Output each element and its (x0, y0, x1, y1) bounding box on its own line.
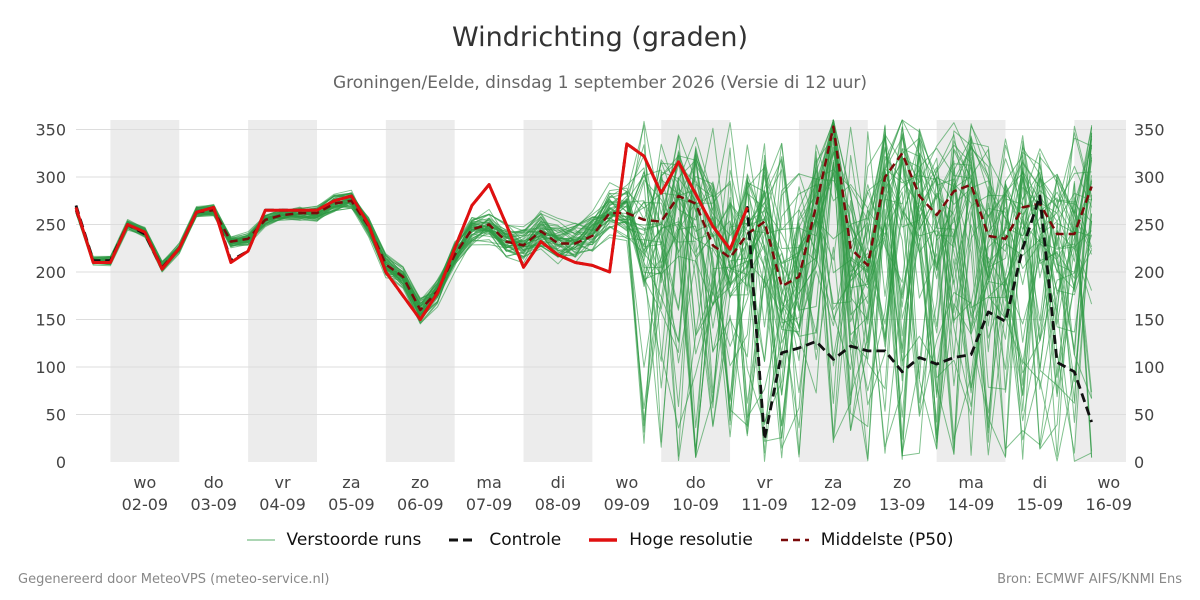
y-tick-label: 150 (1134, 311, 1165, 330)
x-tick-date: 03-09 (190, 495, 237, 514)
ensemble-member-line (75, 119, 1093, 457)
x-tick-day: wo (615, 473, 638, 492)
x-tick-day: ma (958, 473, 983, 492)
day-band (523, 120, 593, 462)
legend-swatch-ensemble (246, 539, 275, 541)
day-band (1074, 120, 1126, 462)
x-tick-date: 09-09 (604, 495, 651, 514)
legend-label-control: Controle (489, 530, 562, 550)
x-tick-day: wo (1097, 473, 1120, 492)
y-tick-label: 200 (35, 263, 66, 282)
x-tick-date: 10-09 (672, 495, 719, 514)
x-tick-date: 13-09 (879, 495, 926, 514)
x-tick-day: za (824, 473, 842, 492)
legend-label-ensemble: Verstoorde runs (286, 530, 422, 550)
x-tick-date: 07-09 (466, 495, 513, 514)
footer-generated-by: Gegenereerd door MeteoVPS (meteo-service… (18, 572, 330, 587)
day-band (110, 120, 180, 462)
ensemble-member-line (75, 119, 1093, 390)
legend-swatch-median (780, 538, 809, 542)
x-tick-date: 12-09 (810, 495, 857, 514)
x-tick-date: 14-09 (948, 495, 995, 514)
y-tick-label: 200 (1134, 263, 1165, 282)
x-tick-day: do (686, 473, 706, 492)
y-tick-label: 100 (35, 358, 66, 377)
x-tick-day: di (551, 473, 566, 492)
chart-title: Windrichting (graden) (451, 22, 749, 53)
x-tick-date: 15-09 (1017, 495, 1064, 514)
x-tick-date: 02-09 (122, 495, 169, 514)
x-tick-day: do (204, 473, 224, 492)
ensemble-member-line (75, 139, 1093, 452)
legend: Verstoorde runs Controle Hoge resolutie … (0, 530, 1200, 550)
y-tick-label: 300 (35, 168, 66, 187)
x-tick-date: 16-09 (1086, 495, 1133, 514)
ensemble-member-line (75, 123, 1093, 455)
y-axis-right: 0 50 100 150 200 250 300 350 (1134, 121, 1165, 473)
legend-swatch-control (449, 538, 478, 542)
x-tick-day: vr (757, 473, 773, 492)
x-tick-day: ma (476, 473, 501, 492)
y-tick-label: 0 (1134, 453, 1144, 472)
x-tick-date: 04-09 (259, 495, 306, 514)
x-tick-day: vr (275, 473, 291, 492)
x-axis: wo 02-09 do 03-09 vr 04-09 za 05-09 zo 06-09 ma 07-… (122, 473, 1132, 514)
legend-label-hires: Hoge resolutie (629, 530, 753, 550)
y-tick-label: 50 (1134, 406, 1154, 425)
x-tick-date: 08-09 (535, 495, 582, 514)
y-tick-label: 250 (35, 216, 66, 235)
legend-item-ensemble: Verstoorde runs (246, 530, 422, 550)
legend-item-median: Middelste (P50) (780, 530, 954, 550)
x-tick-day: za (342, 473, 360, 492)
x-tick-day: zo (411, 473, 429, 492)
y-tick-label: 0 (56, 453, 66, 472)
x-tick-day: zo (893, 473, 911, 492)
hires-line (74, 142, 749, 321)
y-tick-label: 350 (1134, 121, 1165, 140)
y-tick-label: 350 (35, 121, 66, 140)
y-tick-label: 50 (46, 406, 66, 425)
median-line (74, 125, 1093, 312)
y-tick-label: 300 (1134, 168, 1165, 187)
x-tick-day: di (1033, 473, 1048, 492)
y-tick-label: 250 (1134, 216, 1165, 235)
x-tick-date: 05-09 (328, 495, 375, 514)
y-tick-label: 150 (35, 311, 66, 330)
day-band (248, 120, 317, 462)
ensemble-member-line (75, 120, 1093, 443)
day-band (385, 120, 455, 462)
x-tick-day: wo (133, 473, 156, 492)
footer-source: Bron: ECMWF AIFS/KNMI Ens (997, 572, 1182, 587)
y-tick-label: 100 (1134, 358, 1165, 377)
y-axis-left: 0 50 100 150 200 250 300 350 (35, 121, 66, 473)
chart-subtitle: Groningen/Eelde, dinsdag 1 september 202… (332, 73, 868, 93)
x-tick-date: 06-09 (397, 495, 444, 514)
legend-item-hires: Hoge resolutie (589, 530, 753, 550)
legend-swatch-hires (589, 538, 618, 542)
legend-label-median: Middelste (P50) (820, 530, 954, 550)
main-series-lines (74, 125, 1093, 441)
x-tick-date: 11-09 (741, 495, 788, 514)
legend-item-control: Controle (449, 530, 561, 550)
